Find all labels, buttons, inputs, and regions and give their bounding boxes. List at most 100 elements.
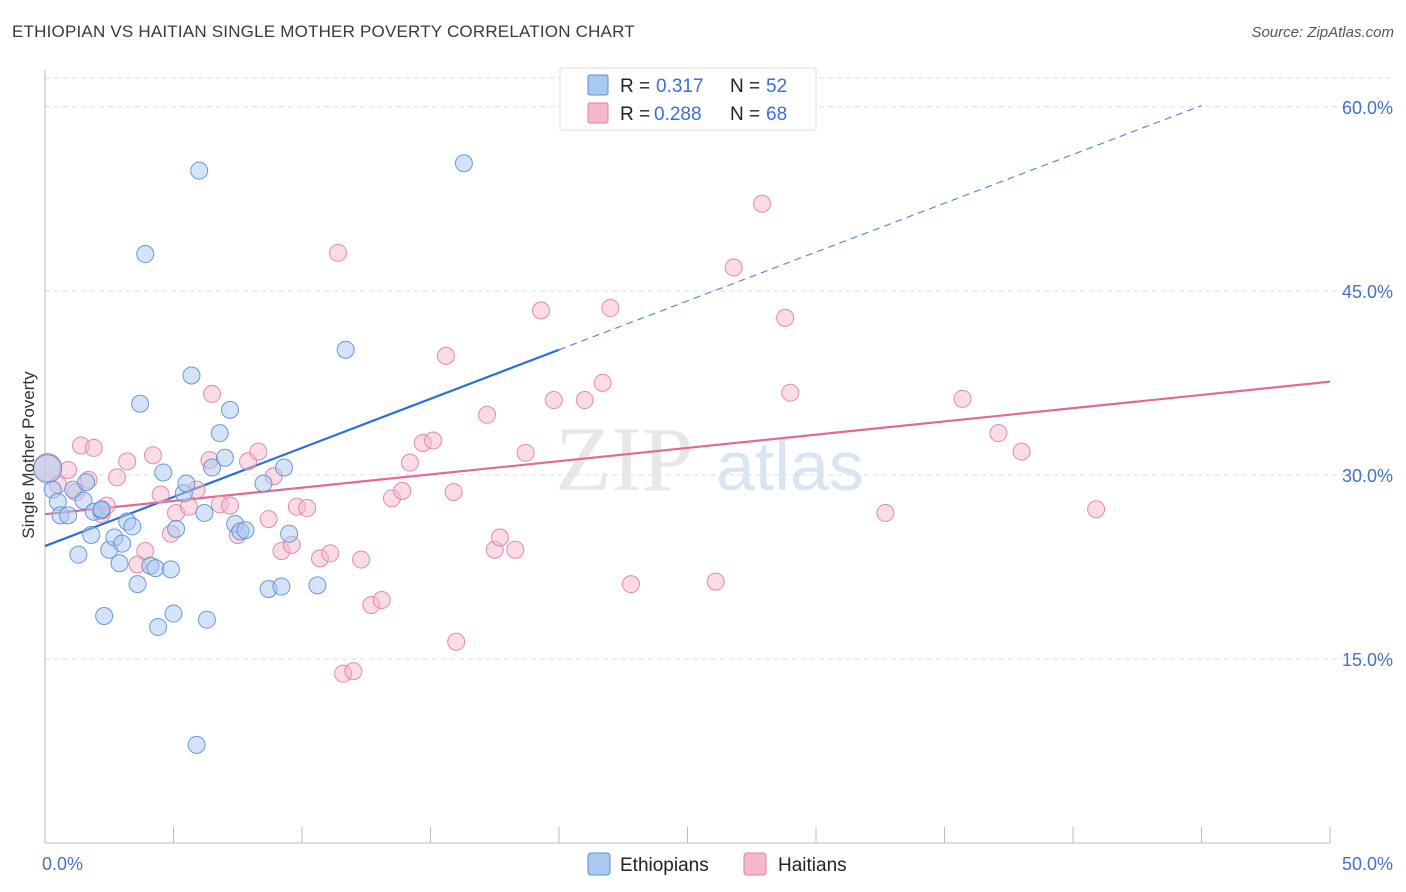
ethiopian-point [336, 340, 355, 359]
trend-line-ethiopians-extension [558, 105, 1202, 351]
haitian-point [593, 373, 612, 392]
ethiopian-point [203, 458, 222, 477]
haitian-point [621, 575, 640, 594]
ethiopian-point [195, 503, 214, 522]
haitian-point [516, 443, 535, 462]
haitian-point [221, 496, 240, 515]
legend-n-label: N = [730, 104, 760, 125]
haitian-point [506, 540, 525, 559]
haitian-point [876, 503, 895, 522]
ethiopian-point [280, 524, 299, 543]
ethiopian-point [272, 577, 291, 596]
haitian-point [953, 389, 972, 408]
haitian-point [107, 468, 126, 487]
haitian-point [59, 460, 78, 479]
haitian-point [372, 591, 391, 610]
legend-r-label: R = [620, 104, 650, 125]
ethiopian-point [254, 474, 273, 493]
ethiopian-point [123, 517, 142, 536]
data-points [33, 154, 1106, 754]
ethiopian-point [182, 366, 201, 385]
haitian-point [706, 572, 725, 591]
ethiopian-point [95, 607, 114, 626]
ethiopian-point [146, 559, 165, 578]
ethiopian-point [164, 604, 183, 623]
ethiopian-point [197, 610, 216, 629]
haitian-point [84, 438, 103, 457]
ethiopian-point [161, 560, 180, 579]
haitian-point [203, 384, 222, 403]
correlation-legend: R = 0.317 N = 52 R = 0.288 N = 68 [559, 67, 817, 131]
y-tick-label: 30.0% [1342, 466, 1393, 486]
haitian-point [424, 431, 443, 450]
legend-swatch-haitians [587, 102, 609, 124]
legend-r-value: 0.317 [656, 76, 704, 97]
haitian-point [118, 452, 137, 471]
ethiopian-point [59, 506, 78, 525]
haitian-point [328, 243, 347, 262]
ethiopian-point [167, 519, 186, 538]
ethiopian-point [131, 394, 150, 413]
ethiopian-point [113, 534, 132, 553]
ethiopian-point [136, 245, 155, 264]
watermark: ZIP atlas [555, 408, 864, 510]
ethiopian-point [177, 474, 196, 493]
haitian-point [753, 194, 772, 213]
haitian-point [1012, 442, 1031, 461]
haitian-point [321, 544, 340, 563]
legend-n-label: N = [730, 76, 760, 97]
haitian-point [776, 308, 795, 327]
ethiopian-point [92, 500, 111, 519]
ethiopian-point [77, 473, 96, 492]
haitian-point [544, 391, 563, 410]
legend-n-value: 52 [766, 76, 787, 97]
ethiopian-point [215, 448, 234, 467]
haitian-point [298, 499, 317, 518]
y-tick-labels: 15.0% 30.0% 45.0% 60.0% [1342, 98, 1393, 670]
haitian-point [259, 510, 278, 529]
ethiopian-point [221, 400, 240, 419]
ethiopian-point [69, 545, 88, 564]
legend-n-value: 68 [766, 104, 787, 125]
ethiopian-point [82, 526, 101, 545]
haitian-point [490, 528, 509, 547]
haitian-point [989, 424, 1008, 443]
source-label: Source: ZipAtlas.com [1251, 24, 1394, 41]
trend-line-haitians [44, 380, 1331, 516]
chart-title: ETHIOPIAN VS HAITIAN SINGLE MOTHER POVER… [12, 22, 635, 41]
haitian-point [436, 346, 455, 365]
ethiopian-point [128, 575, 147, 594]
haitian-point [344, 662, 363, 681]
ethiopian-point [308, 576, 327, 595]
haitian-point [478, 405, 497, 424]
legend-swatch-ethiopians [587, 74, 609, 96]
haitian-point [393, 481, 412, 500]
legend-r-value: 0.288 [654, 104, 702, 125]
series-label-haitians: Haitians [778, 855, 847, 876]
haitian-point [575, 391, 594, 410]
ethiopian-point [275, 458, 294, 477]
haitian-point [781, 383, 800, 402]
legend-r-label: R = [620, 76, 650, 97]
haitian-point [143, 446, 162, 465]
y-axis-label: Single Mother Poverty [19, 371, 38, 539]
ethiopian-point [236, 521, 255, 540]
haitian-point [444, 483, 463, 502]
y-tick-label: 60.0% [1342, 98, 1393, 118]
ethiopian-point [110, 554, 129, 573]
ethiopian-point [190, 161, 209, 180]
x-tick-label: 50.0% [1342, 854, 1393, 874]
x-tick-label: 0.0% [42, 854, 83, 874]
haitian-point [352, 550, 371, 569]
haitian-point [724, 258, 743, 277]
haitian-point [151, 485, 170, 504]
ethiopian-point [154, 463, 173, 482]
ethiopian-point [187, 735, 206, 754]
haitian-point [532, 301, 551, 320]
series-swatch-ethiopians [587, 852, 611, 876]
ethiopian-point [210, 424, 229, 443]
haitian-point [1087, 500, 1106, 519]
y-tick-label: 15.0% [1342, 650, 1393, 670]
haitian-point [249, 442, 268, 461]
series-legend: Ethiopians Haitians [587, 852, 847, 876]
